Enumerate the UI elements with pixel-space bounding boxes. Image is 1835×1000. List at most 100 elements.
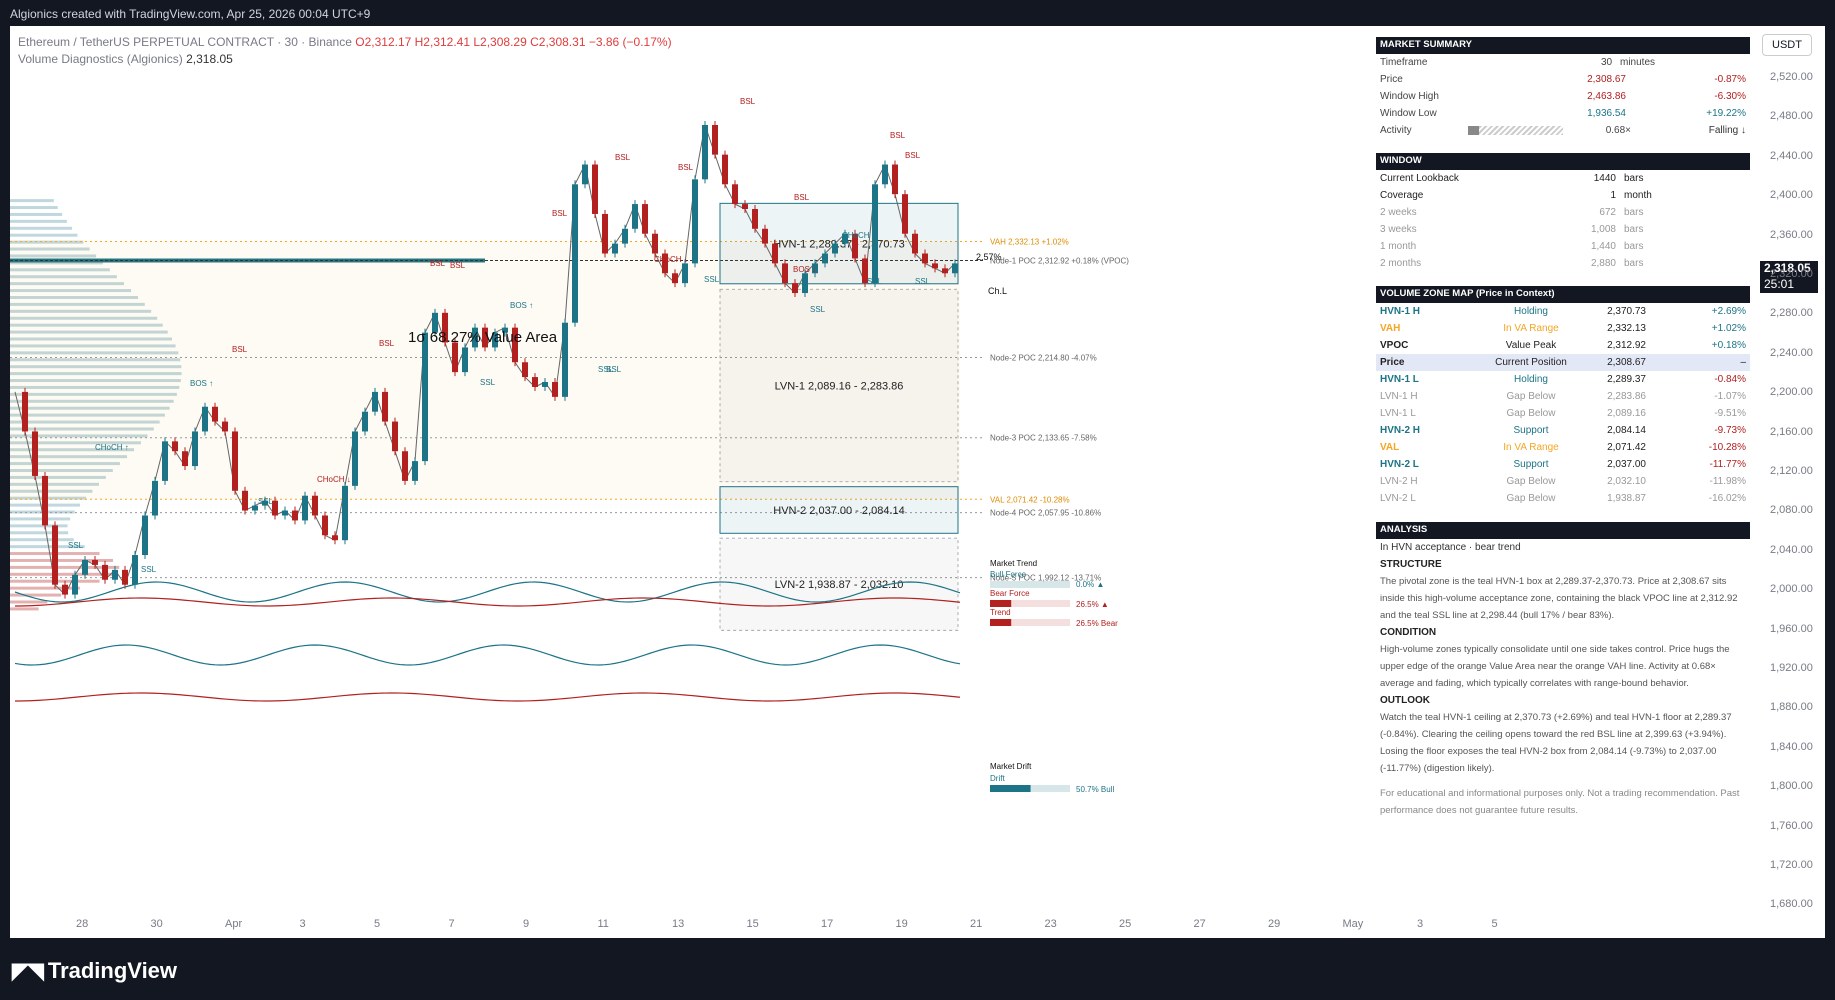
candle-body <box>402 451 408 481</box>
structure-label: CHoCH ↑ <box>95 443 129 452</box>
structure-heading: STRUCTURE <box>1380 559 1442 570</box>
zone-row-value: 1,938.87 <box>1607 493 1646 504</box>
candle-body <box>382 391 388 422</box>
candle-body <box>552 382 558 397</box>
candle-body <box>912 233 918 254</box>
level-label: Node-4 POC 2,057.95 -10.86% <box>990 509 1101 518</box>
volume-profile-bar <box>10 219 67 223</box>
candle-body <box>282 510 288 516</box>
zone-map-row: LVN-1 H Gap Below 2,283.86 -1.07% <box>1376 388 1750 405</box>
zone-label: HVN-1 2,289.37 - 2,370.73 <box>773 239 904 251</box>
zone-row-value: 2,283.86 <box>1607 391 1646 402</box>
candle-body <box>712 124 718 155</box>
zone-label: LVN-2 1,938.87 - 2,032.10 <box>775 579 904 591</box>
structure-label: BSL <box>615 153 631 162</box>
window-row-value: 1,008 <box>1590 224 1616 235</box>
bear-force-bar <box>990 600 1070 607</box>
trend-label: Trend <box>990 608 1011 617</box>
volume-profile-bar <box>10 496 87 500</box>
summary-row-label: Price <box>1380 74 1403 85</box>
zone-map-row: HVN-1 L Holding 2,289.37 -0.84% <box>1376 371 1750 388</box>
oscillator-line <box>14 581 961 603</box>
y-tick-label: 1,920.00 <box>1770 662 1813 674</box>
candle-body <box>112 569 118 580</box>
structure-label: SSL <box>598 365 614 374</box>
volume-profile-bar <box>10 565 120 569</box>
zone-row-value: 2,084.14 <box>1607 425 1646 436</box>
zone-row-label: LVN-2 L <box>1380 493 1416 504</box>
price-chart[interactable]: VAH 2,332.13 +1.02% Node-1 POC 2,312.92 +… <box>10 26 1825 938</box>
structure-label: SSL <box>606 365 622 374</box>
summary-row: Window Low 1,936.54 +19.22% <box>1376 105 1750 122</box>
x-tick-label: 27 <box>1193 918 1206 930</box>
volume-profile-bar <box>10 538 74 542</box>
symbol-legend: Ethereum / TetherUS PERPETUAL CONTRACT ·… <box>18 35 672 49</box>
y-tick-label: 1,680.00 <box>1770 898 1813 911</box>
structure-label: SSL <box>810 305 826 314</box>
symbol-text: Ethereum / TetherUS PERPETUAL CONTRACT ·… <box>18 35 352 49</box>
indicator-name: Volume Diagnostics (Algionics) <box>18 52 183 66</box>
structure-label: BOS ↓ <box>793 265 816 274</box>
y-tick-label: 2,000.00 <box>1770 583 1813 596</box>
y-tick-label: 2,240.00 <box>1770 346 1813 359</box>
volume-profile-bar <box>10 337 172 341</box>
candle-body <box>542 382 548 387</box>
zone-label: LVN-1 2,089.16 - 2,283.86 <box>775 380 904 392</box>
volume-profile-bar <box>10 593 62 597</box>
candle-body <box>192 431 198 467</box>
bear-force-value: 26.5% ▲ <box>1076 600 1109 609</box>
volume-profile-bar <box>10 351 179 355</box>
window-row-unit: bars <box>1624 207 1644 218</box>
currency-button[interactable]: USDT <box>1762 34 1812 56</box>
candle-body <box>932 263 938 269</box>
zone-row-label: LVN-1 H <box>1380 391 1418 402</box>
y-tick-label: 1,840.00 <box>1770 740 1813 753</box>
level-label: VAH 2,332.13 +1.02% <box>990 238 1069 247</box>
candle-body <box>942 268 948 274</box>
x-tick-label: 7 <box>448 918 455 930</box>
value-area-shade <box>10 241 960 500</box>
y-tick-label: 1,720.00 <box>1770 859 1813 871</box>
candle-body <box>102 564 108 580</box>
y-tick-label: 1,800.00 <box>1770 780 1813 793</box>
x-tick-label: 5 <box>374 918 381 930</box>
summary-row-value: 2,463.86 <box>1587 91 1626 102</box>
oscillator-line <box>14 597 961 607</box>
zone-map-panel: VOLUME ZONE MAP (Price in Context) HVN-1… <box>1376 286 1750 507</box>
candle-body <box>522 362 528 378</box>
volume-profile-bar <box>10 233 78 237</box>
zone-row-value: 2,308.67 <box>1607 357 1646 368</box>
zone-row-status: Gap Below <box>1506 493 1556 504</box>
window-title: WINDOW <box>1376 153 1750 170</box>
zone-row-label: LVN-2 H <box>1380 476 1418 487</box>
zone-map-row: LVN-2 L Gap Below 1,938.87 -16.02% <box>1376 490 1750 507</box>
value-area-label: 1σ 68.27% Value Area <box>408 329 558 346</box>
zone-row-label: VAL <box>1380 442 1400 453</box>
x-tick-label: 25 <box>1119 918 1132 930</box>
candle-body <box>242 490 248 511</box>
candle-body <box>792 283 798 294</box>
window-row-label: 3 weeks <box>1380 224 1417 235</box>
bull-force-value: 0.0% ▲ <box>1076 580 1104 589</box>
candle-body <box>642 204 648 234</box>
zone-row-status: Value Peak <box>1505 340 1557 351</box>
candle-body <box>892 164 898 195</box>
candle-body <box>82 559 88 575</box>
summary-row: Window High 2,463.86 -6.30% <box>1376 88 1750 105</box>
volume-profile-bar <box>10 365 182 369</box>
candle-body <box>832 243 838 254</box>
volume-profile-bar <box>10 199 54 203</box>
zone-map-row: HVN-2 H Support 2,084.14 -9.73% <box>1376 422 1750 439</box>
volume-profile-bar <box>10 268 110 272</box>
structure-label: BSL <box>890 131 906 140</box>
tradingview-logo[interactable]: ◤◥ TradingView <box>12 958 177 984</box>
window-row-unit: bars <box>1624 173 1644 184</box>
x-tick-label: 30 <box>150 918 163 930</box>
candle-body <box>52 525 58 585</box>
zone-row-pct: -10.28% <box>1708 442 1746 453</box>
activity-bar-fill <box>1468 126 1480 135</box>
timeframe-label: Timeframe <box>1380 57 1428 68</box>
candle-body <box>752 209 758 229</box>
bar-countdown: 25:01 <box>1760 277 1818 293</box>
summary-row-pct: -0.87% <box>1714 74 1746 85</box>
